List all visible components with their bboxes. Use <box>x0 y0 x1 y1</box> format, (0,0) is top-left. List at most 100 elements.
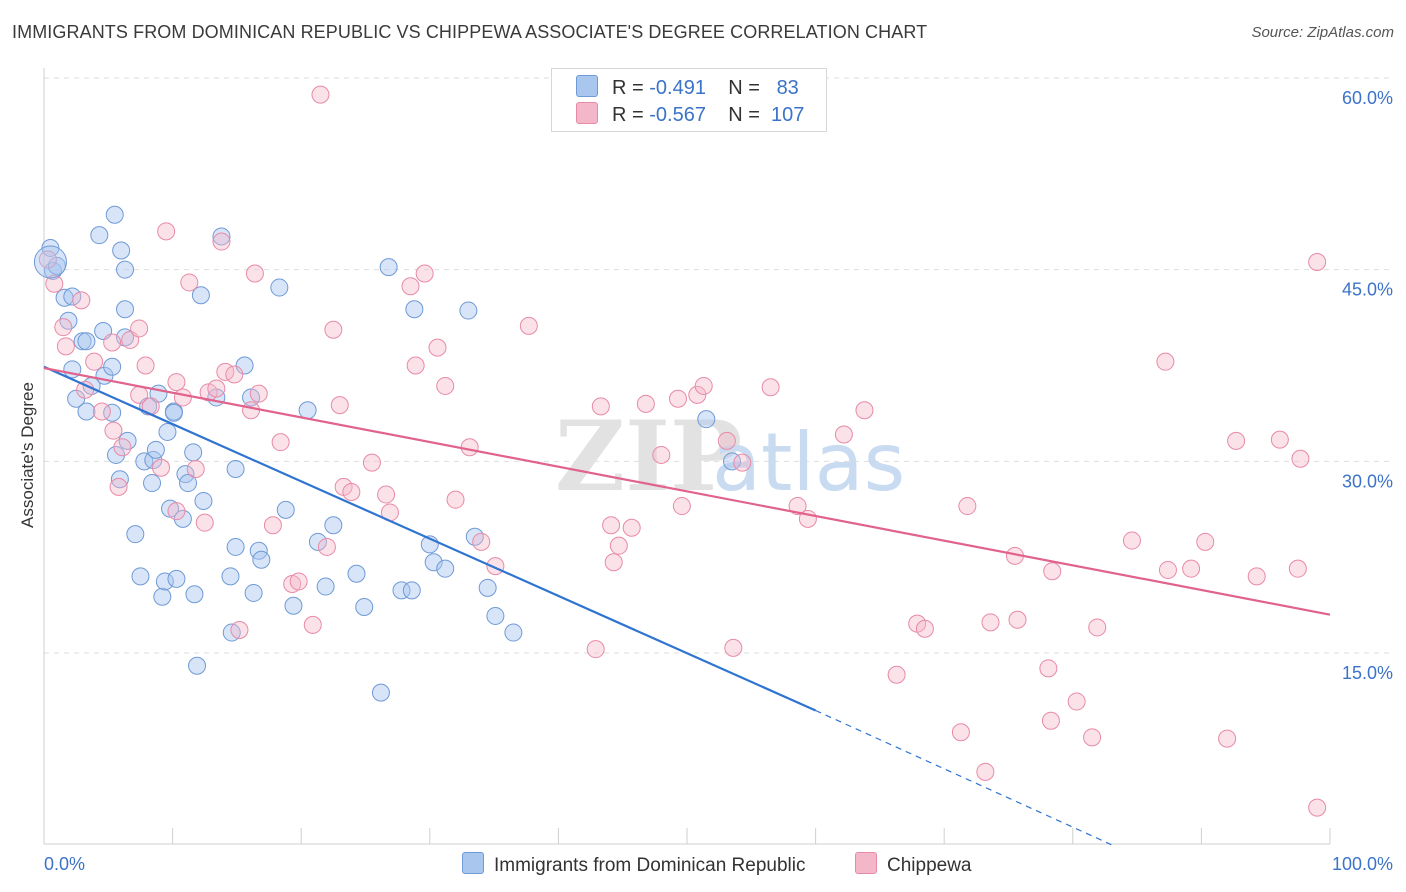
point-chippewa <box>915 619 934 638</box>
legend-swatch-chippewa <box>576 102 598 124</box>
series-legend-dominican[interactable]: Immigrants from Dominican Republic <box>462 852 806 877</box>
point-chippewa <box>1088 618 1107 637</box>
point-chippewa <box>207 379 226 398</box>
point-dominican <box>504 623 523 642</box>
point-chippewa <box>472 532 491 551</box>
legend-n-value: 107 <box>771 104 805 126</box>
point-dominican <box>371 683 390 702</box>
axes <box>43 68 1331 845</box>
point-dominican <box>179 474 198 493</box>
point-chippewa <box>652 445 671 464</box>
point-dominican <box>405 300 424 319</box>
point-dominican <box>63 287 82 306</box>
point-chippewa <box>136 356 155 375</box>
point-dominican <box>226 537 245 556</box>
point-dominican <box>252 550 271 569</box>
point-dominican <box>107 445 126 464</box>
point-dominican <box>184 443 203 462</box>
point-chippewa <box>428 338 447 357</box>
point-dominican <box>298 401 317 420</box>
point-dominican <box>347 564 366 583</box>
point-chippewa <box>1308 798 1327 817</box>
point-chippewa <box>981 613 1000 632</box>
point-dominican <box>144 451 163 470</box>
point-chippewa <box>1008 610 1027 629</box>
legend-r-label: R = <box>612 104 644 126</box>
data-points <box>33 85 1327 817</box>
legend-r-label: R = <box>612 77 644 99</box>
point-chippewa <box>186 460 205 478</box>
point-dominican <box>155 572 174 591</box>
point-chippewa <box>167 373 186 392</box>
point-chippewa <box>406 356 425 375</box>
point-chippewa <box>1067 692 1086 711</box>
point-chippewa <box>724 638 743 657</box>
point-dominican <box>90 226 109 245</box>
point-chippewa <box>180 273 199 292</box>
point-dominican <box>226 460 245 478</box>
point-chippewa <box>362 453 381 472</box>
point-dominican <box>47 256 66 275</box>
series-legend-chippewa[interactable]: Chippewa <box>855 852 972 877</box>
point-chippewa <box>636 394 655 413</box>
point-dominican <box>459 301 478 320</box>
series-swatch-chippewa <box>855 852 877 874</box>
point-chippewa <box>271 433 290 452</box>
point-chippewa <box>1182 559 1201 578</box>
point-chippewa <box>1083 728 1102 747</box>
point-chippewa <box>109 477 128 496</box>
correlation-legend: R = -0.491 N = 83 R = -0.567 N = 107 <box>551 68 827 132</box>
point-dominican <box>116 300 135 319</box>
point-chippewa <box>1196 532 1215 551</box>
chart-title: IMMIGRANTS FROM DOMINICAN REPUBLIC VS CH… <box>12 22 928 42</box>
point-dominican <box>316 577 335 596</box>
x-tick-label: 100.0% <box>1332 854 1393 874</box>
point-chippewa <box>225 365 244 384</box>
point-chippewa <box>609 536 628 555</box>
point-chippewa <box>761 378 780 397</box>
point-chippewa <box>717 431 736 450</box>
point-chippewa <box>317 537 336 556</box>
point-dominican <box>153 587 172 606</box>
point-chippewa <box>1247 567 1266 586</box>
point-dominican <box>436 559 455 578</box>
y-tick-label: 30.0% <box>1342 471 1393 491</box>
point-dominican <box>324 516 343 535</box>
point-chippewa <box>103 333 122 352</box>
point-chippewa <box>604 553 623 572</box>
point-chippewa <box>54 318 73 337</box>
point-chippewa <box>694 376 713 395</box>
point-chippewa <box>1122 531 1141 550</box>
point-chippewa <box>1218 729 1237 748</box>
point-chippewa <box>330 396 349 415</box>
point-chippewa <box>1288 559 1307 578</box>
legend-row-dominican: R = -0.491 N = 83 <box>576 75 799 100</box>
point-dominican <box>126 525 145 544</box>
y-tick-label: 45.0% <box>1342 280 1393 300</box>
point-chippewa <box>342 483 361 501</box>
point-chippewa <box>230 621 249 639</box>
trend-lines <box>43 365 1331 846</box>
point-chippewa <box>958 497 977 516</box>
point-chippewa <box>586 640 605 659</box>
point-chippewa <box>855 401 874 420</box>
point-dominican-cluster <box>33 245 67 279</box>
point-dominican <box>221 567 240 586</box>
point-chippewa <box>157 222 176 241</box>
point-chippewa <box>1270 430 1289 449</box>
point-dominican <box>392 581 411 600</box>
legend-n-label: N = <box>728 104 760 126</box>
trend-line-chippewa <box>43 366 1331 616</box>
point-chippewa <box>113 438 132 457</box>
point-chippewa <box>167 502 186 521</box>
point-chippewa <box>104 421 123 440</box>
tick-labels: 15.0% 30.0% 45.0% 60.0% 0.0% 100.0% <box>44 88 1393 874</box>
point-dominican <box>146 440 165 459</box>
point-chippewa <box>788 497 807 516</box>
point-chippewa <box>1156 352 1175 371</box>
series-label-dominican: Immigrants from Dominican Republic <box>494 855 806 876</box>
point-chippewa <box>1039 659 1058 678</box>
point-chippewa <box>85 352 104 371</box>
legend-row-chippewa: R = -0.567 N = 107 <box>576 102 804 127</box>
series-swatch-dominican <box>462 852 484 874</box>
